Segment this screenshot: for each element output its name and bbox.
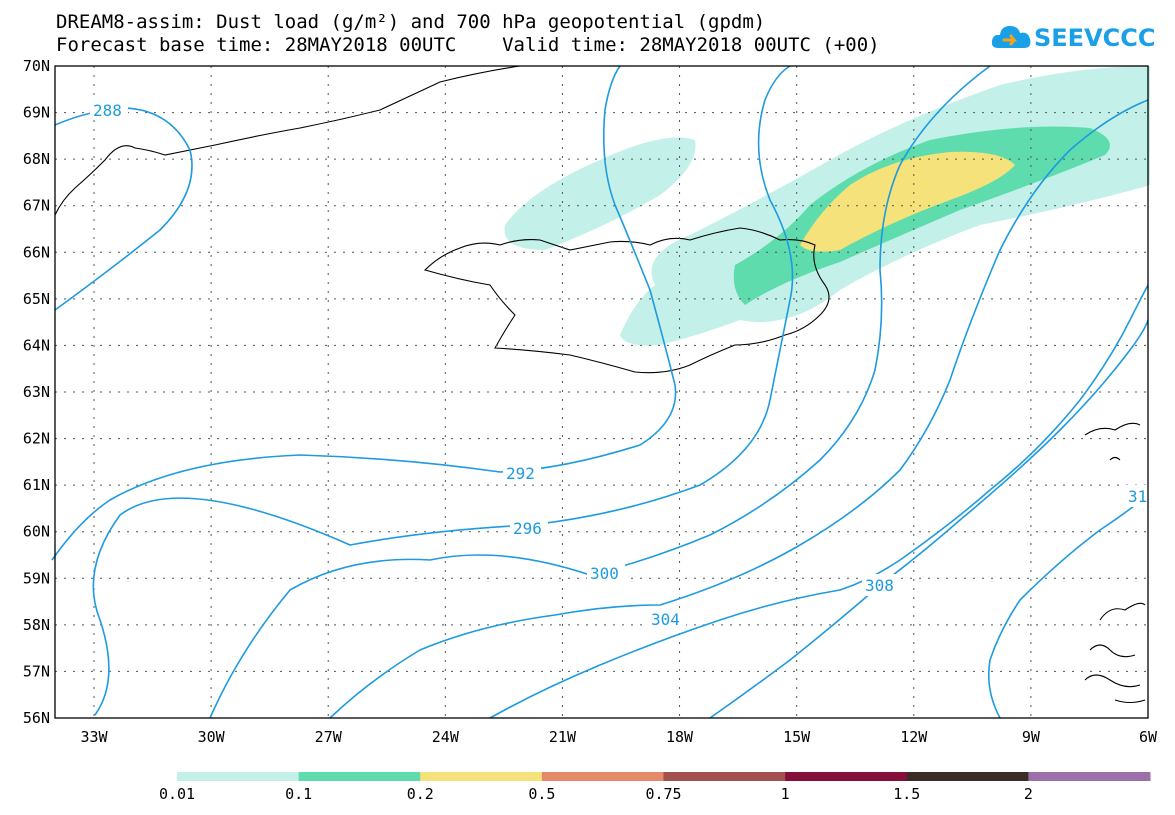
lon-label: 27W: [315, 728, 343, 746]
colorbar-label: 1.5: [893, 785, 920, 803]
lat-label: 65N: [23, 290, 50, 308]
colorbar-swatch: [1028, 772, 1151, 781]
lat-label: 70N: [23, 57, 50, 75]
contour-label-288: 288: [93, 101, 122, 120]
lat-label: 56N: [23, 709, 50, 727]
lon-label: 12W: [900, 728, 928, 746]
lat-label: 66N: [23, 243, 50, 261]
contour-288: [54, 107, 193, 311]
colorbar-label: 1: [781, 785, 790, 803]
contour-label-31: 31: [1128, 487, 1147, 506]
colorbar-label: 0.2: [407, 785, 434, 803]
lon-label: 18W: [666, 728, 694, 746]
lat-label: 59N: [23, 569, 50, 587]
lat-label: 64N: [23, 336, 50, 354]
geopotential-contours: [51, 65, 1149, 719]
colorbar-label: 0.01: [159, 785, 195, 803]
dust-area-0-2: [800, 151, 1015, 252]
colorbar-swatch: [785, 772, 908, 781]
colorbar-label: 2: [1024, 785, 1033, 803]
dust-area-0-1: [733, 126, 1110, 305]
chart-subtitle: Forecast base time: 28MAY2018 00UTC Vali…: [56, 34, 880, 56]
lon-label: 21W: [549, 728, 577, 746]
colorbar-labels: 0.01 0.1 0.2 0.5 0.75 1 1.5 2: [159, 785, 1033, 803]
latitude-labels: 70N 69N 68N 67N 66N 65N 64N 63N 62N 61N 60N 59N 58N 5…: [23, 57, 50, 727]
lon-label: 30W: [198, 728, 226, 746]
contour-label-308: 308: [865, 576, 894, 595]
contour-292: [51, 65, 677, 561]
longitude-labels: 33W 30W 27W 24W 21W 18W 15W 12W 9W 6W: [80, 728, 1158, 746]
contour-labels: 288 292 296 300 304 308 31: [90, 100, 1150, 630]
colorbar-swatch: [420, 772, 543, 781]
lon-label: 33W: [80, 728, 108, 746]
seevccc-logo: SEEVCCC: [990, 20, 1160, 60]
contour-312: [709, 319, 1149, 719]
contour-308: [489, 284, 1149, 719]
faroe-norway-coast: [1084, 422, 1146, 704]
lon-label: 24W: [432, 728, 460, 746]
lat-label: 69N: [23, 104, 50, 122]
lat-label: 62N: [23, 430, 50, 448]
lat-label: 68N: [23, 150, 50, 168]
contour-300: [209, 65, 991, 719]
contour-296: [92, 65, 794, 716]
iceland-coast: [423, 227, 830, 374]
lat-label: 61N: [23, 476, 50, 494]
contour-label-300: 300: [590, 564, 619, 583]
lat-label: 67N: [23, 197, 50, 215]
lat-label: 63N: [23, 383, 50, 401]
contour-label-296: 296: [513, 519, 542, 538]
lat-lon-grid: [55, 66, 1148, 718]
lat-label: 60N: [23, 523, 50, 541]
coastlines: [54, 65, 1146, 704]
colorbar-label: 0.1: [285, 785, 312, 803]
contour-label-304: 304: [651, 610, 680, 629]
colorbar-swatch: [906, 772, 1029, 781]
map-frame: [54, 65, 1149, 719]
contour-316: [987, 494, 1149, 719]
greenland-coast: [54, 65, 521, 216]
contour-label-292: 292: [506, 464, 535, 483]
lon-label: 15W: [783, 728, 811, 746]
colorbar-swatch: [177, 772, 300, 781]
lon-label: 9W: [1022, 728, 1041, 746]
colorbar-swatch: [541, 772, 664, 781]
colorbar: [177, 772, 1151, 781]
lat-label: 58N: [23, 616, 50, 634]
contour-304: [329, 99, 1149, 719]
cloud-icon: [991, 26, 1031, 48]
colorbar-swatch: [663, 772, 786, 781]
chart-title: DREAM8-assim: Dust load (g/m²) and 700 h…: [56, 11, 766, 33]
lat-label: 57N: [23, 662, 50, 680]
colorbar-label: 0.75: [645, 785, 681, 803]
colorbar-swatch: [298, 772, 421, 781]
lon-label: 6W: [1139, 728, 1158, 746]
colorbar-label: 0.5: [528, 785, 555, 803]
dust-area-0-01-north: [504, 137, 696, 250]
logo-text: SEEVCCC: [1034, 24, 1156, 52]
